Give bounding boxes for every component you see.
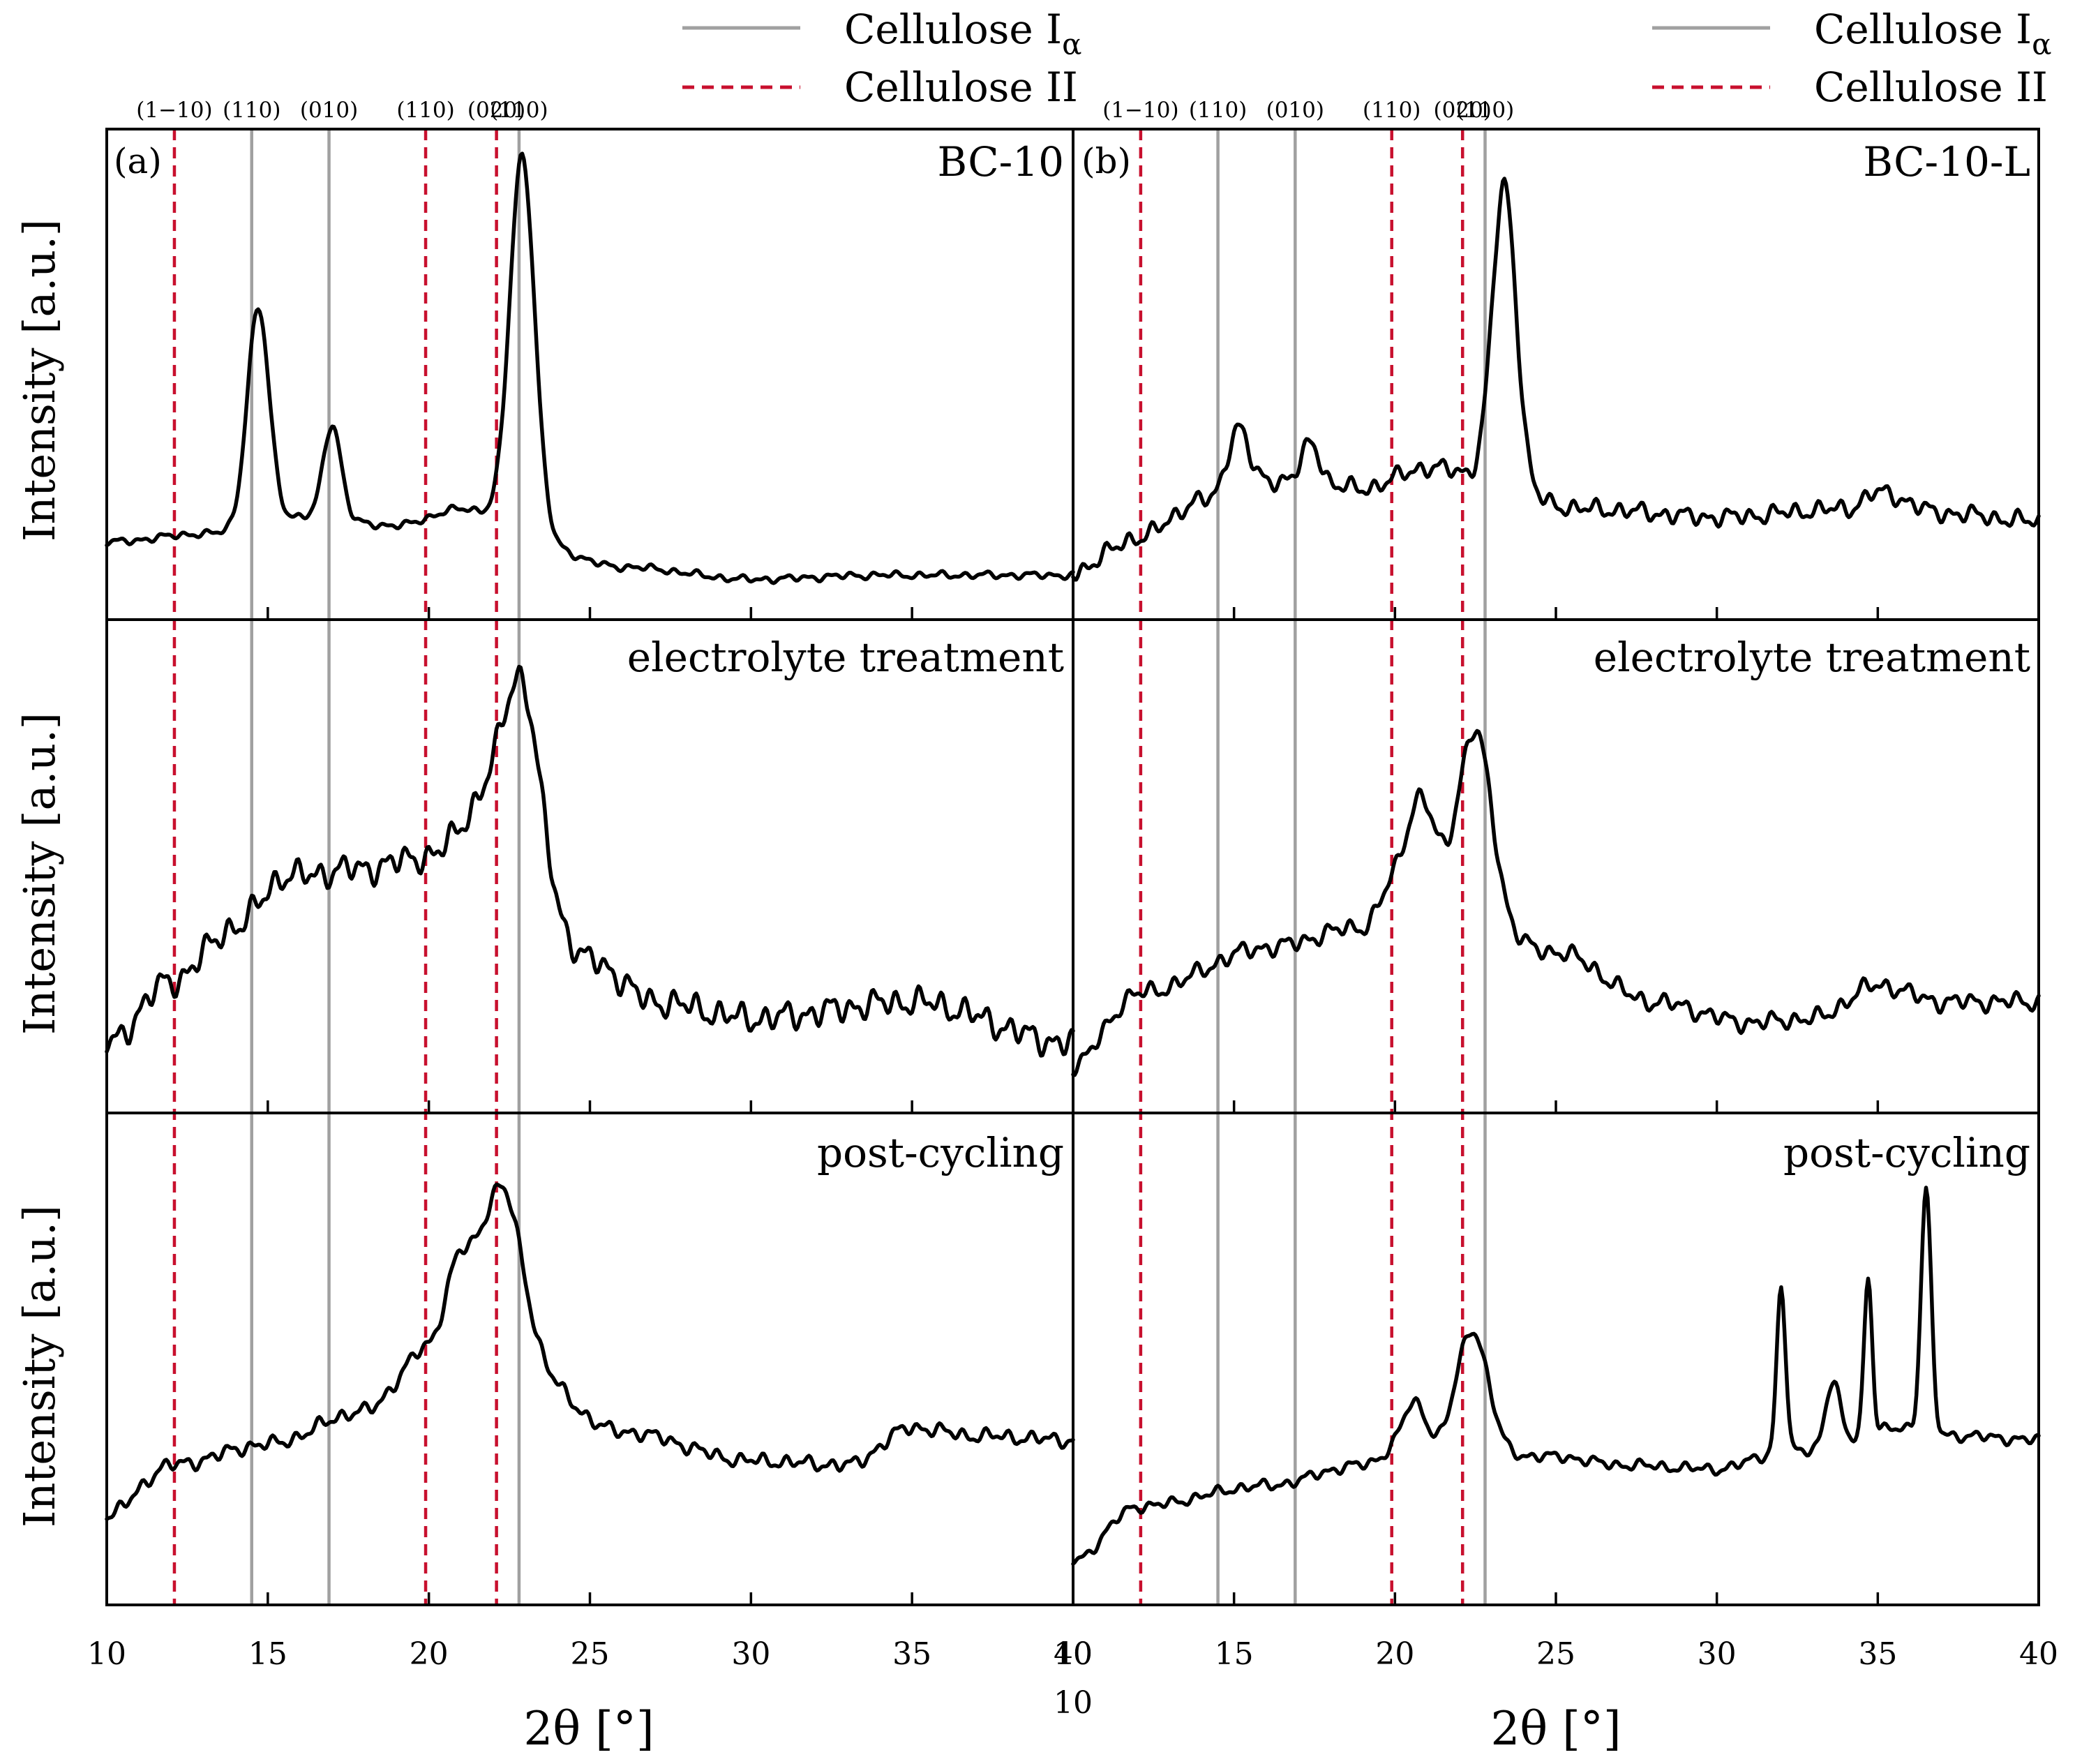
x-tick-label-a-5: 35 [892, 1636, 931, 1672]
legend-label-cellulose-i-right: Cellulose Iα [1814, 6, 2051, 61]
xrd-curve-a-row-3 [105, 1182, 1075, 1521]
annotation-a-row-3: post-cycling [817, 1129, 1064, 1176]
y-axis-label-row-2: Intensity [a.u.] [14, 712, 65, 1035]
x-tick-label-a-4: 30 [731, 1636, 770, 1672]
x-tick-label-a-0: 10 [87, 1636, 126, 1672]
y-axis-label-row-1: Intensity [a.u.] [14, 219, 65, 541]
hkl-label-a-0: (1−10) [136, 98, 212, 123]
xrd-curve-b-row-3 [1071, 1186, 2041, 1566]
x-tick-label-b-6: 40 [2019, 1636, 2058, 1672]
legend-label-cellulose-ii-right: Cellulose II [1814, 63, 2048, 111]
plot-layer: (1−10) (110) (010) (110) (020)(110)10 15 20 25 3… [87, 98, 2058, 1672]
hkl-label-b-3: (110) [1363, 98, 1421, 123]
hkl-label-a-5: (110) [490, 98, 548, 123]
legend-left [682, 26, 800, 89]
x-tick-label-a-3: 25 [571, 1636, 610, 1672]
stray-tick-label: 10 [1054, 1685, 1093, 1721]
legend-label-cellulose-ii-left: Cellulose II [844, 63, 1078, 111]
annotation-b-row-1: BC-10-L [1863, 138, 2030, 186]
panel-label-a: (a) [114, 141, 162, 181]
annotation-a-row-2: electrolyte treatment [627, 634, 1064, 681]
x-tick-label-a-2: 20 [410, 1636, 449, 1672]
x-tick-label-a-1: 15 [248, 1636, 287, 1672]
x-tick-label-b-3: 25 [1536, 1636, 1575, 1672]
xrd-curve-a-row-1 [105, 151, 1075, 585]
hkl-label-a-4: (020) [467, 98, 525, 123]
hkl-label-b-1: (110) [1189, 98, 1247, 123]
xrd-curve-a-row-2 [105, 664, 1075, 1058]
legend-right [1652, 26, 1770, 89]
x-axis-label-left: 2θ [°] [523, 1702, 654, 1756]
x-axis-label-right: 2θ [°] [1490, 1702, 1621, 1756]
hkl-label-b-0: (1−10) [1102, 98, 1178, 123]
annotation-b-row-3: post-cycling [1783, 1129, 2030, 1176]
x-tick-label-b-0: 10 [1054, 1636, 1093, 1672]
xrd-curve-b-row-2 [1071, 728, 2041, 1077]
legend-label-cellulose-i-left: Cellulose Iα [844, 6, 1081, 61]
hkl-label-b-5: (110) [1456, 98, 1514, 123]
hkl-label-a-2: (010) [300, 98, 358, 123]
annotation-a-row-1: BC-10 [938, 138, 1064, 186]
x-tick-label-b-2: 20 [1375, 1636, 1414, 1672]
annotation-b-row-2: electrolyte treatment [1594, 634, 2030, 681]
hkl-label-a-1: (110) [223, 98, 280, 123]
x-tick-label-b-1: 15 [1215, 1636, 1254, 1672]
hkl-label-a-3: (110) [396, 98, 454, 123]
x-tick-label-b-5: 35 [1858, 1636, 1897, 1672]
y-axis-label-row-3: Intensity [a.u.] [14, 1205, 65, 1527]
x-tick-label-a-6: 40 [1054, 1636, 1093, 1672]
hkl-label-b-4: (020) [1434, 98, 1492, 123]
x-tick-label-b-4: 30 [1698, 1636, 1737, 1672]
panel-label-b: (b) [1081, 141, 1131, 181]
xrd-curve-b-row-1 [1071, 177, 2041, 582]
hkl-label-b-2: (010) [1266, 98, 1324, 123]
